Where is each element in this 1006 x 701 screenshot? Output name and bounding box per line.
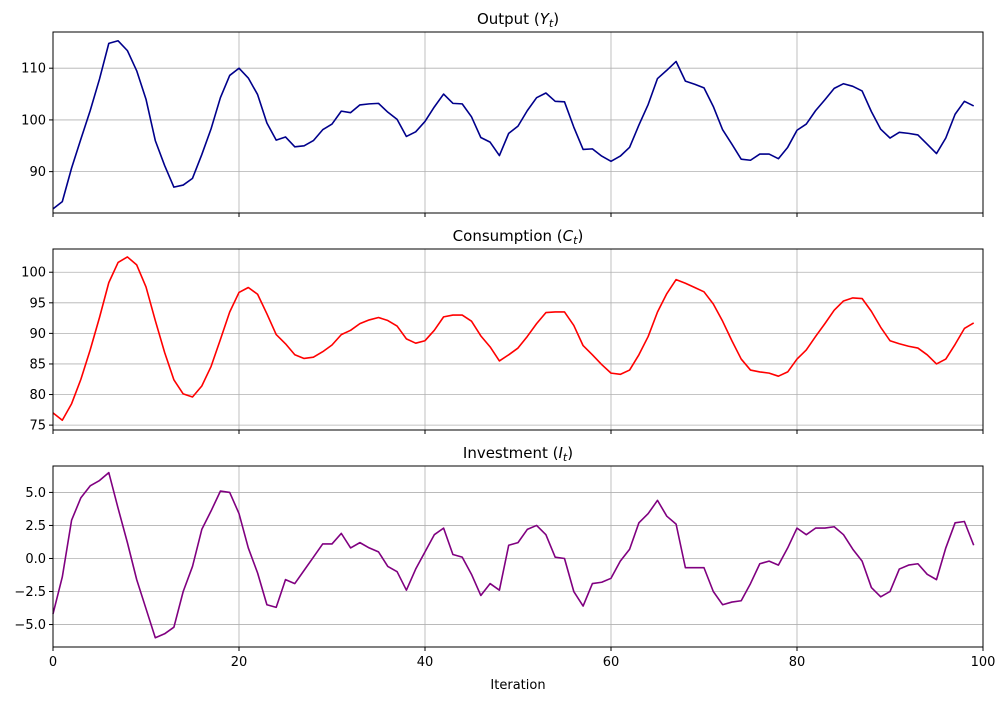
investment-panel: −5.0 −2.5 0.0 2.5 5.0 0 20 40 60 80 100 Investment … xyxy=(14,444,995,670)
output-ytick-label: 100 xyxy=(21,113,46,128)
consumption-ytick-label: 95 xyxy=(29,296,46,311)
investment-series-line xyxy=(52,471,975,639)
investment-ytick-label: −2.5 xyxy=(14,585,46,600)
investment-xtick-label: 100 xyxy=(971,655,996,670)
consumption-series-line xyxy=(52,256,975,422)
output-ytick-label: 110 xyxy=(21,62,46,77)
investment-ytick-label: 5.0 xyxy=(25,486,46,501)
consumption-ytick-label: 100 xyxy=(21,266,46,281)
consumption-ytick-label: 75 xyxy=(29,419,46,434)
consumption-panel: 75 80 85 90 95 100 Consumption (Ct) xyxy=(21,227,984,434)
output-axes-frame xyxy=(52,31,984,214)
output-panel: 90 100 110 Output (Yt) xyxy=(21,10,984,217)
investment-axes-frame xyxy=(52,465,984,648)
output-series-line xyxy=(52,39,975,210)
consumption-chart-title: Consumption (Ct) xyxy=(453,227,584,247)
investment-xtick-label: 40 xyxy=(417,655,434,670)
investment-xtick-label: 20 xyxy=(231,655,248,670)
consumption-ytick-label: 80 xyxy=(29,388,46,403)
investment-xtick-label: 0 xyxy=(49,655,57,670)
consumption-ytick-label: 90 xyxy=(29,327,46,342)
investment-ytick-label: 0.0 xyxy=(25,552,46,567)
output-chart-title: Output (Yt) xyxy=(477,10,559,30)
x-axis-label: Iteration xyxy=(490,678,545,693)
output-ytick-label: 90 xyxy=(29,165,46,180)
investment-ytick-label: 2.5 xyxy=(25,519,46,534)
investment-xtick-label: 60 xyxy=(603,655,620,670)
consumption-axes-frame xyxy=(52,248,984,431)
consumption-ytick-label: 85 xyxy=(29,357,46,372)
investment-chart-title: Investment (It) xyxy=(463,444,573,464)
investment-xtick-label: 80 xyxy=(789,655,806,670)
investment-ytick-label: −5.0 xyxy=(14,618,46,633)
